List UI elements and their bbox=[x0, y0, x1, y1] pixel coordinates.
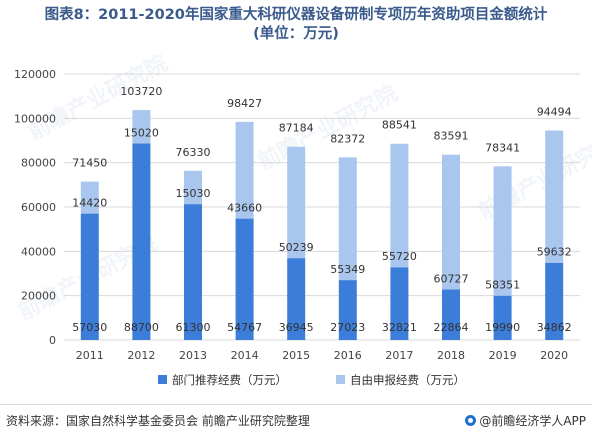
data-label-total-2019: 78341 bbox=[485, 141, 520, 154]
data-label-total-2018: 83591 bbox=[434, 130, 469, 143]
x-tick-label-2017: 2017 bbox=[385, 349, 413, 362]
data-label-series2-2013: 15030 bbox=[176, 187, 211, 200]
data-label-total-2013: 76330 bbox=[176, 146, 211, 159]
stacked-bar-chart: 0 20000 40000 60000 80000 100000 120000 57030 14… bbox=[14, 68, 580, 387]
bar-series1-2013 bbox=[184, 204, 202, 340]
bar-series1-2017 bbox=[390, 267, 409, 340]
legend-label-2: 自由申报经费（万元） bbox=[350, 373, 465, 387]
bar-series2-2012 bbox=[132, 110, 151, 144]
bar-series2-2018 bbox=[442, 154, 460, 290]
bar-series1-2016 bbox=[338, 280, 357, 340]
chart-title: 图表8：2011-2020年国家重大科研仪器设备研制专项历年资助项目金额统计 (… bbox=[0, 6, 592, 44]
data-label-series2-2015: 50239 bbox=[279, 241, 314, 254]
y-tick-label-0: 0 bbox=[49, 334, 56, 347]
brand-logo-icon bbox=[465, 415, 477, 426]
bar-series2-2014 bbox=[235, 121, 254, 219]
chart-title-line1: 图表8：2011-2020年国家重大科研仪器设备研制专项历年资助项目金额统计 bbox=[44, 7, 548, 23]
y-tick-label-40000: 40000 bbox=[21, 245, 56, 258]
bar-series1-2011 bbox=[80, 213, 99, 340]
data-label-series2-2018: 60727 bbox=[434, 272, 469, 285]
data-label-series2-2016: 55349 bbox=[330, 263, 365, 276]
bar-series2-2013 bbox=[184, 170, 202, 205]
x-tick-label-2020: 2020 bbox=[540, 349, 568, 362]
data-label-series1-2013: 61300 bbox=[176, 321, 211, 334]
bar-series2-2015 bbox=[287, 146, 306, 259]
footer-divider bbox=[0, 404, 592, 405]
data-label-series1-2011: 57030 bbox=[72, 321, 107, 334]
x-tick-label-2012: 2012 bbox=[127, 349, 155, 362]
footer-source: 资料来源：国家自然科学基金委员会 前瞻产业研究院整理 bbox=[6, 414, 310, 428]
data-label-series1-2020: 34862 bbox=[537, 321, 572, 334]
chart-title-line2: (单位：万元) bbox=[253, 26, 339, 42]
x-tick-label-2015: 2015 bbox=[282, 349, 310, 362]
data-label-series1-2012: 88700 bbox=[124, 321, 159, 334]
x-tick-label-2011: 2011 bbox=[76, 349, 104, 362]
data-label-total-2012: 103720 bbox=[120, 85, 162, 98]
x-tick-label-2014: 2014 bbox=[231, 349, 259, 362]
bar-series1-2015 bbox=[287, 258, 306, 340]
legend-label-1: 部门推荐经费（万元） bbox=[172, 373, 287, 387]
bar-series2-2017 bbox=[390, 143, 409, 268]
bar-series1-2014 bbox=[235, 218, 254, 340]
bar-series1-2018 bbox=[442, 289, 460, 340]
x-tick-label-2016: 2016 bbox=[334, 349, 362, 362]
y-tick-label-20000: 20000 bbox=[21, 290, 56, 303]
x-tick-label-2018: 2018 bbox=[437, 349, 465, 362]
data-label-series1-2015: 36945 bbox=[279, 321, 314, 334]
y-tick-label-100000: 100000 bbox=[14, 112, 56, 125]
x-tick-label-2013: 2013 bbox=[179, 349, 207, 362]
data-label-total-2014: 98427 bbox=[227, 97, 262, 110]
data-label-total-2015: 87184 bbox=[279, 122, 314, 135]
bar-series2-2019 bbox=[493, 166, 512, 296]
bar-series2-2016 bbox=[338, 157, 357, 281]
data-label-series1-2019: 19990 bbox=[485, 321, 520, 334]
footer-brand: @前瞻经济学人APP bbox=[465, 412, 586, 429]
data-label-series2-2011: 14420 bbox=[72, 197, 107, 210]
bar-series2-2011 bbox=[80, 181, 99, 214]
data-label-series1-2018: 22864 bbox=[434, 321, 469, 334]
y-tick-label-80000: 80000 bbox=[21, 157, 56, 170]
data-label-series2-2012: 15020 bbox=[124, 126, 159, 139]
data-label-series2-2014: 43660 bbox=[227, 202, 262, 215]
bar-series1-2012 bbox=[132, 143, 151, 340]
data-label-total-2020: 94494 bbox=[537, 106, 572, 119]
data-label-series1-2017: 32821 bbox=[382, 321, 417, 334]
data-label-total-2017: 88541 bbox=[382, 119, 417, 132]
y-tick-label-120000: 120000 bbox=[14, 68, 56, 81]
bar-series2-2020 bbox=[545, 130, 564, 263]
legend-swatch-1 bbox=[158, 375, 167, 384]
data-label-series1-2016: 27023 bbox=[330, 321, 365, 334]
legend-swatch-2 bbox=[336, 375, 345, 384]
data-label-series2-2020: 59632 bbox=[537, 246, 572, 259]
y-tick-label-60000: 60000 bbox=[21, 201, 56, 214]
footer-brand-text: @前瞻经济学人APP bbox=[479, 414, 586, 428]
data-label-series2-2017: 55720 bbox=[382, 250, 417, 263]
data-label-series1-2014: 54767 bbox=[227, 321, 262, 334]
data-label-total-2011: 71450 bbox=[72, 157, 107, 170]
bar-series1-2020 bbox=[545, 262, 564, 340]
data-label-total-2016: 82372 bbox=[330, 132, 365, 145]
bar-series1-2019 bbox=[493, 295, 512, 340]
data-label-series2-2019: 58351 bbox=[485, 279, 520, 292]
x-tick-label-2019: 2019 bbox=[489, 349, 517, 362]
